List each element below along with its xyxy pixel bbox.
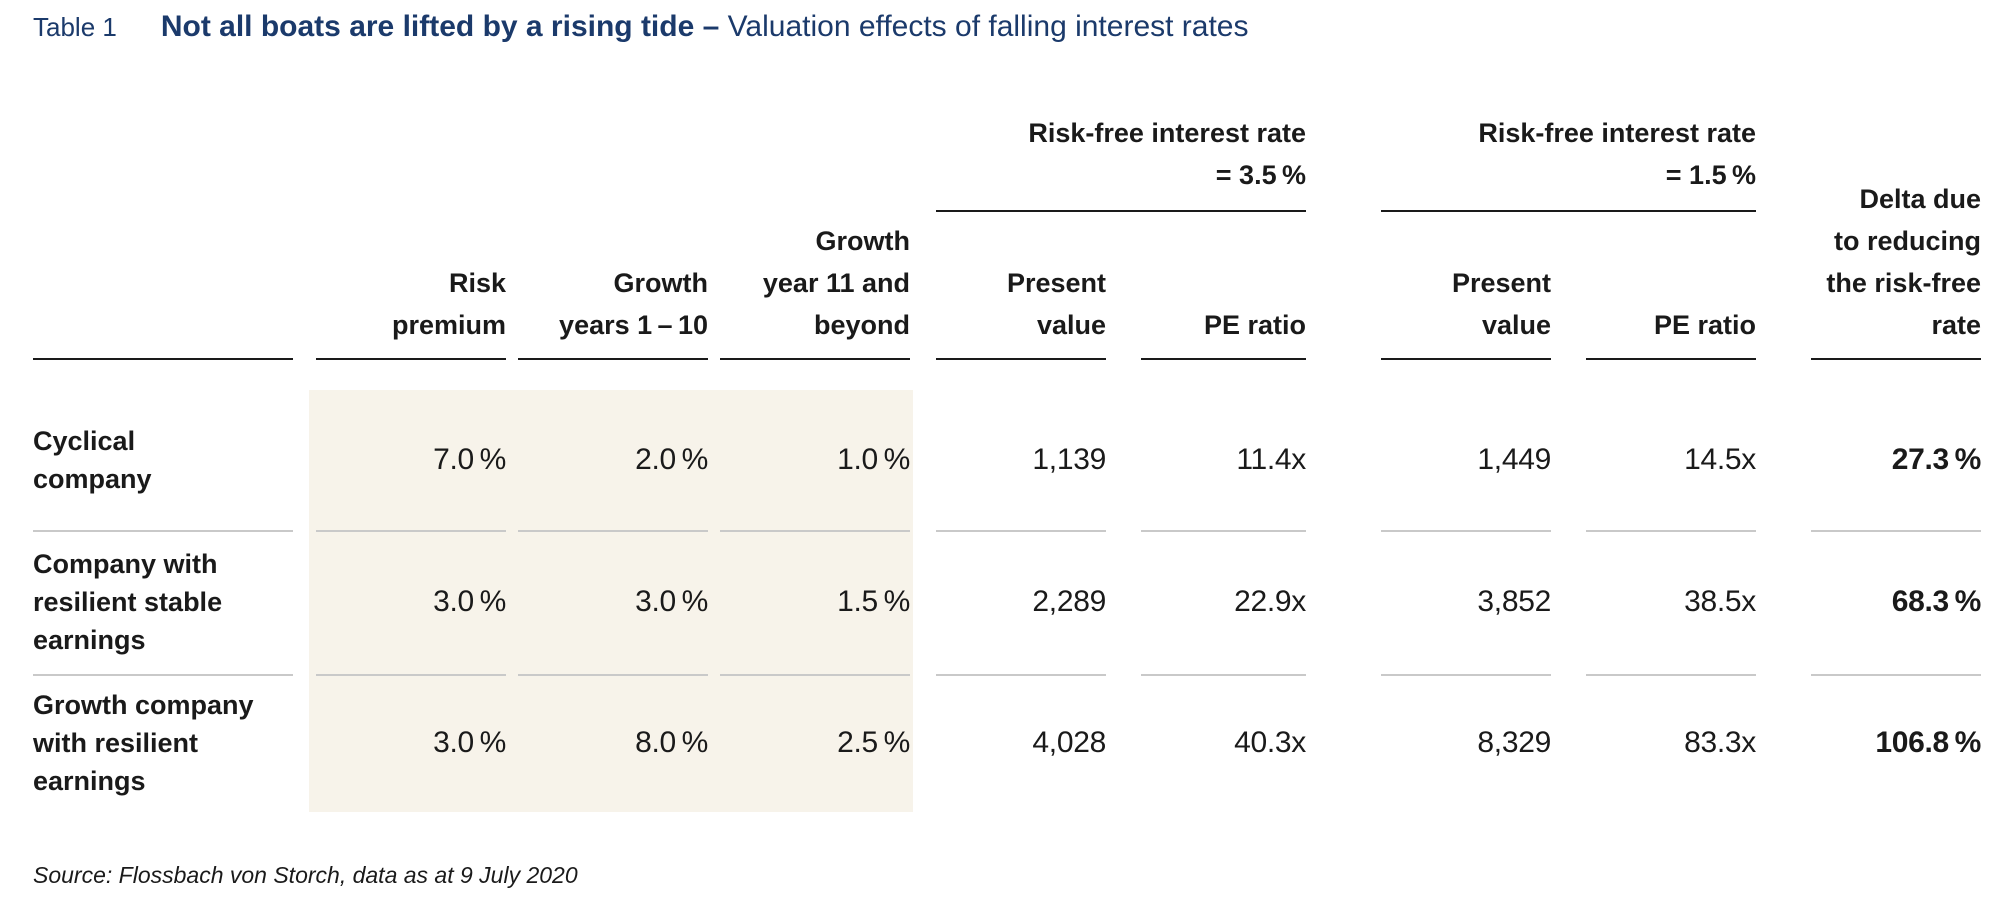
row-separator [316,674,506,676]
cell-present-value-3-5: 4,028 [1032,726,1106,759]
row-separator [316,530,506,532]
assumptions-highlight-background [309,390,913,812]
cell-pe-ratio-3-5: 22.9x [1234,585,1306,618]
row-separator [1141,674,1306,676]
group-header-rate-1-5-label: Risk-free interest rate [1478,118,1756,148]
cell-growth-years-1-10: 2.0 % [635,443,708,476]
cell-pe-ratio-1-5: 14.5x [1684,443,1756,476]
cell-growth-year-11: 2.5 % [837,726,910,759]
row-separator [936,674,1106,676]
row-separator [1381,674,1551,676]
row-separator [33,674,293,676]
cell-risk-premium: 3.0 % [433,726,506,759]
cell-pe-ratio-3-5: 11.4x [1236,443,1306,476]
row-separator [1141,530,1306,532]
col-header-growth-year-11-beyond: Growth year 11 and beyond [720,220,910,360]
group-header-rate-1-5: Risk-free interest rate = 1.5 % [1381,112,1756,212]
group-header-rate-3-5: Risk-free interest rate = 3.5 % [936,112,1306,212]
row-separator [720,530,910,532]
col-header-present-value-1-5: Present value [1381,262,1551,360]
cell-growth-year-11: 1.0 % [837,443,910,476]
cell-risk-premium: 3.0 % [433,585,506,618]
group-header-rate-3-5-label: Risk-free interest rate [1028,118,1306,148]
row-separator [936,530,1106,532]
table-row-resilient-stable-earnings: Company with resilient stable earnings 3… [33,530,1981,674]
valuation-table: Risk-free interest rate = 3.5 % Risk-fre… [33,60,1981,812]
row-separator [33,530,293,532]
row-separator [1381,530,1551,532]
cell-pe-ratio-1-5: 38.5x [1684,585,1756,618]
cell-growth-year-11: 1.5 % [837,585,910,618]
table-title-subtitle: Valuation effects of falling interest ra… [727,10,1249,43]
table-row-growth-company: Growth company with resilient earnings 3… [33,674,1981,812]
cell-delta: 27.3 % [1891,443,1982,476]
col-header-risk-premium: Risk premium [316,262,506,360]
col-header-pe-ratio-3-5: PE ratio [1141,304,1306,360]
row-separator [1586,674,1756,676]
cell-growth-years-1-10: 8.0 % [635,726,708,759]
row-separator [720,674,910,676]
row-separator [518,674,708,676]
col-header-present-value-3-5: Present value [936,262,1106,360]
cell-present-value-1-5: 3,852 [1477,585,1551,618]
table-title: Not all boats are lifted by a rising tid… [161,10,1249,44]
table-row-cyclical-company: Cyclical company 7.0 % 2.0 % 1.0 % 1,139… [33,390,1981,530]
row-label: Company with resilient stable earnings [33,549,223,655]
cell-growth-years-1-10: 3.0 % [635,585,708,618]
cell-present-value-3-5: 1,139 [1032,443,1106,476]
col-header-empty [33,332,293,360]
cell-present-value-3-5: 2,289 [1032,585,1106,618]
cell-present-value-1-5: 1,449 [1477,443,1551,476]
table-number-label: Table 1 [33,12,117,42]
source-caption: Source: Flossbach von Storch, data as at… [33,862,578,888]
cell-delta: 68.3 % [1891,585,1982,618]
cell-risk-premium: 7.0 % [433,443,506,476]
cell-present-value-1-5: 8,329 [1477,726,1551,759]
table-body: Cyclical company 7.0 % 2.0 % 1.0 % 1,139… [33,390,1981,812]
row-label: Cyclical company [33,426,152,494]
row-separator [1811,674,1981,676]
row-label: Growth company with resilient earnings [33,690,254,796]
row-separator [1811,530,1981,532]
column-header-row: Risk premium Growth years 1 – 10 Growth … [33,178,1981,360]
col-header-pe-ratio-1-5: PE ratio [1586,304,1756,360]
title-bar: Table 1 Not all boats are lifted by a ri… [33,10,1249,44]
group-header-rate-3-5-value: = 3.5 % [1215,160,1306,190]
cell-pe-ratio-1-5: 83.3x [1684,726,1756,759]
table-title-bold: Not all boats are lifted by a rising tid… [160,10,695,43]
row-separator [518,530,708,532]
group-header-rate-1-5-value: = 1.5 % [1665,160,1756,190]
cell-pe-ratio-3-5: 40.3x [1234,726,1306,759]
cell-delta: 106.8 % [1875,726,1981,759]
row-separator [1586,530,1756,532]
col-header-growth-years-1-10: Growth years 1 – 10 [518,262,708,360]
col-header-delta: Delta due to reducing the risk-free rate [1811,178,1981,360]
table-title-dash: – [694,10,728,43]
